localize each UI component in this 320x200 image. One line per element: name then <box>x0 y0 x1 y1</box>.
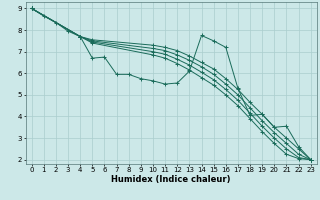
X-axis label: Humidex (Indice chaleur): Humidex (Indice chaleur) <box>111 175 231 184</box>
